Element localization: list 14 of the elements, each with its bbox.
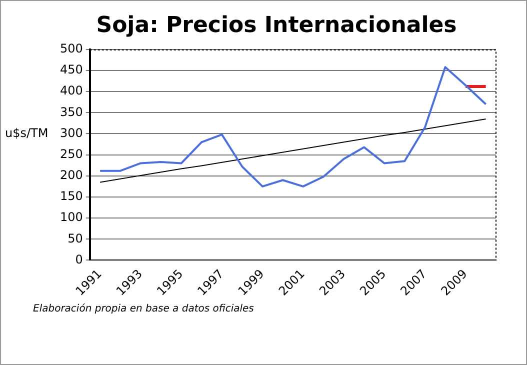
chart-title: Soja: Precios Internacionales xyxy=(96,12,457,38)
y-tick-label: 450 xyxy=(60,62,83,77)
y-tick-label: 400 xyxy=(60,84,83,98)
y-tick-label: 100 xyxy=(60,210,83,224)
y-tick-label: 50 xyxy=(68,231,83,246)
y-tick-label: 150 xyxy=(60,189,83,204)
y-tick-label: 200 xyxy=(60,168,83,182)
y-tick-label: 250 xyxy=(60,146,83,161)
y-tick-label: 300 xyxy=(60,126,83,140)
y-tick-label: 350 xyxy=(60,104,83,119)
y-tick-label: 0 xyxy=(75,252,83,266)
text: Elaboración propia en base a datos oficiales xyxy=(33,304,254,315)
y-tick-label: 500 xyxy=(60,42,83,56)
y-axis-title: u$s/TM xyxy=(5,126,48,140)
